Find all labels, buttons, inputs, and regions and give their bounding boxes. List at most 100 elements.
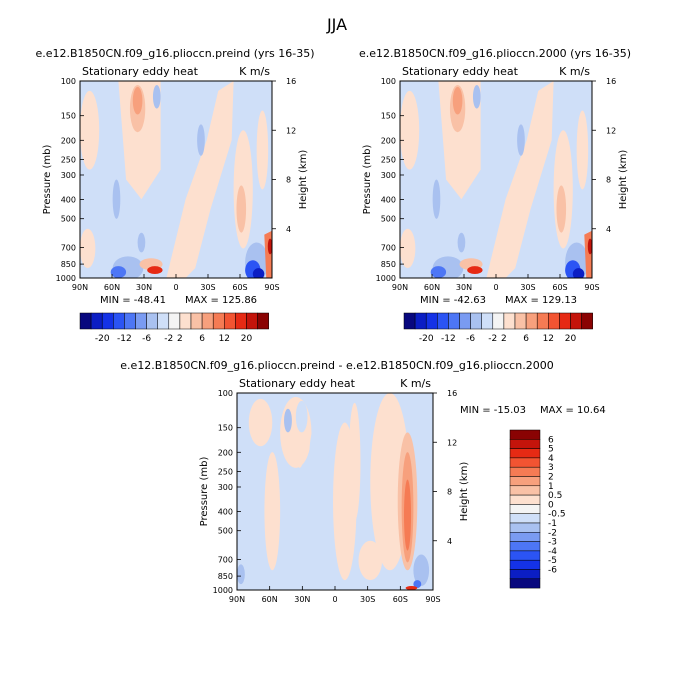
contour-region [264, 452, 281, 571]
colorbar-swatch [135, 312, 147, 330]
y-tick-label: 300 [381, 171, 396, 180]
contour-region [152, 84, 161, 109]
colorbar-swatch [201, 312, 214, 330]
colorbar-label: -2 [164, 334, 173, 344]
contour-region [110, 266, 127, 278]
contour-region [236, 185, 247, 233]
contour-panel-1: e.e12.B1850CN.f09_g16.plioccn.preind (yr… [35, 47, 314, 306]
colorbar-swatch [168, 312, 181, 330]
max-label: MAX = 125.86 [185, 295, 257, 306]
colorbar-label: -20 [419, 334, 434, 344]
y-axis-label: Pressure (mb) [42, 145, 53, 215]
field-label: Stationary eddy heat [402, 65, 519, 78]
contour-region [295, 436, 304, 468]
y-tick-label: 500 [218, 527, 233, 536]
colorbar-label: 6 [523, 334, 529, 344]
colorbar-label: -6 [142, 334, 151, 344]
contour-region [472, 84, 481, 109]
y-tick-label: 200 [218, 448, 233, 457]
contour-region [438, 81, 481, 200]
colorbar-label: 6 [548, 435, 554, 445]
x-tick-label: 60N [104, 283, 120, 292]
contour-region [556, 185, 567, 233]
contour-field [237, 393, 430, 590]
max-label: MAX = 10.64 [540, 405, 606, 416]
y2-tick-label: 4 [447, 537, 452, 546]
x-tick-label: 60S [232, 283, 247, 292]
field-label: Stationary eddy heat [239, 377, 356, 390]
colorbar-swatch [570, 312, 582, 330]
colorbar-swatch [79, 312, 92, 330]
colorbar-swatch [246, 312, 258, 330]
colorbar-swatch [257, 312, 269, 330]
y2-tick-label: 8 [447, 488, 452, 497]
colorbar-label: -0.5 [548, 510, 566, 520]
contour-region [280, 396, 312, 468]
colorbar-swatch [448, 312, 460, 330]
colorbar-label: -4 [548, 547, 557, 557]
colorbar-swatch [509, 550, 541, 561]
colorbar-swatch [190, 312, 203, 330]
colorbar-swatch [509, 522, 541, 533]
y-tick-label: 850 [61, 260, 76, 269]
y-axis-label: Pressure (mb) [362, 145, 373, 215]
colorbar-label: -2 [548, 528, 557, 538]
y2-tick-label: 16 [447, 389, 457, 398]
contour-region [80, 228, 96, 269]
x-tick-label: 30N [294, 595, 310, 604]
colorbar-swatch [559, 312, 571, 330]
y-tick-label: 700 [61, 243, 76, 252]
field-label: Stationary eddy heat [82, 65, 199, 78]
colorbar-swatch [509, 448, 541, 459]
x-tick-label: 90S [584, 283, 599, 292]
y-tick-label: 400 [381, 196, 396, 205]
x-tick-label: 90N [229, 595, 245, 604]
contour-region [112, 179, 121, 219]
contour-panel-3: e.e12.B1850CN.f09_g16.plioccn.preind - e… [120, 359, 605, 604]
colorbar-swatch [470, 312, 482, 330]
y-tick-label: 500 [61, 215, 76, 224]
x-tick-label: 60N [424, 283, 440, 292]
x-tick-label: 90N [392, 283, 408, 292]
y2-tick-label: 12 [286, 126, 296, 135]
y2-tick-label: 12 [606, 126, 616, 135]
colorbar-swatch [101, 312, 114, 330]
contour-region [166, 81, 234, 278]
colorbar-swatch [146, 312, 158, 330]
x-tick-label: 90S [425, 595, 440, 604]
y-tick-label: 1000 [213, 586, 233, 595]
colorbar-label: -6 [548, 566, 557, 576]
y2-tick-label: 4 [286, 225, 291, 234]
colorbar-swatch [437, 312, 449, 330]
colorbar-swatch [179, 312, 192, 330]
contour-region [80, 90, 100, 170]
y-tick-label: 250 [218, 467, 233, 476]
colorbar-swatch [509, 485, 541, 496]
colorbar-swatch [509, 466, 541, 477]
x-tick-label: 0 [493, 283, 498, 292]
colorbar-label: -6 [466, 334, 475, 344]
x-tick-label: 30S [360, 595, 375, 604]
colorbar-label: -2 [488, 334, 497, 344]
colorbar-swatch [425, 312, 438, 330]
x-tick-label: 60S [393, 595, 408, 604]
units-label: K m/s [400, 377, 431, 390]
colorbar-swatch [403, 312, 416, 330]
colorbar-swatch [481, 312, 494, 330]
contour-region [400, 90, 420, 170]
y-tick-label: 100 [61, 77, 76, 86]
page-title: JJA [326, 15, 347, 34]
colorbar-swatch [509, 578, 541, 589]
y2-tick-label: 16 [286, 77, 296, 86]
y2-tick-label: 4 [606, 225, 611, 234]
colorbar-swatch [509, 532, 541, 542]
contour-field [80, 81, 272, 278]
contour-panel-2: e.e12.B1850CN.f09_g16.plioccn.2000 (yrs … [359, 47, 631, 306]
contour-region [284, 408, 292, 433]
contour-region [197, 124, 205, 156]
y2-tick-label: 8 [606, 176, 611, 185]
colorbar-swatch [113, 312, 125, 330]
colorbar-swatch [548, 312, 560, 330]
contour-region [358, 540, 383, 581]
